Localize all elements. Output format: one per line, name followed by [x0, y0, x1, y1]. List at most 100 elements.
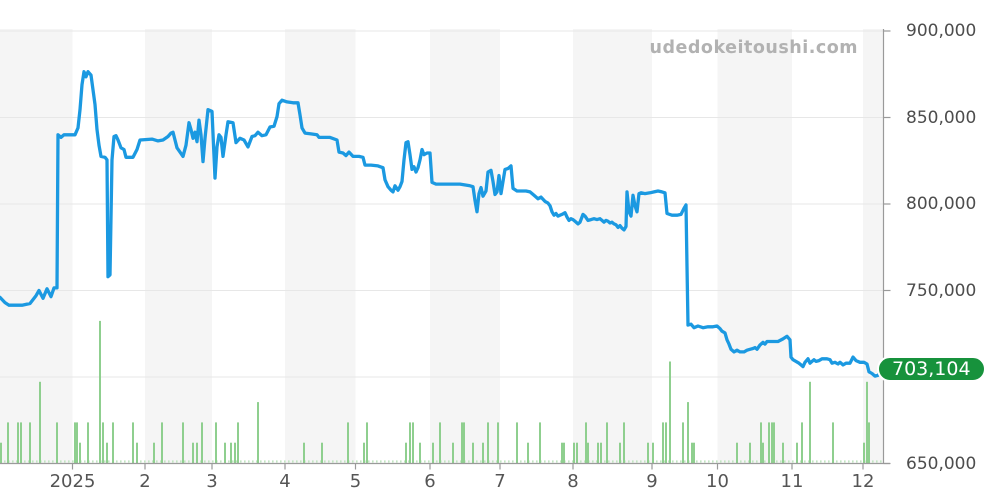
- volume-bar: [597, 442, 599, 463]
- volume-bar: [321, 442, 323, 463]
- volume-bar: [687, 402, 689, 463]
- volume-bar: [366, 422, 368, 463]
- volume-bar: [79, 442, 81, 463]
- volume-bar: [736, 442, 738, 463]
- month-stripe: [863, 29, 884, 464]
- volume-bar: [563, 442, 565, 463]
- volume-bar: [20, 422, 22, 463]
- volume-bar: [412, 422, 414, 463]
- volume-bar: [472, 442, 474, 463]
- volume-bar: [409, 422, 411, 463]
- volume-bar: [497, 422, 499, 463]
- volume-bar: [693, 442, 695, 463]
- volume-bar: [76, 422, 78, 463]
- volume-bar: [691, 442, 693, 463]
- watermark: udedokeitoushi.com: [649, 38, 858, 58]
- volume-bar: [487, 422, 489, 463]
- volume-bar: [623, 422, 625, 463]
- y-tick-label: 800,000: [906, 194, 977, 214]
- x-tick-label: 2: [139, 471, 151, 492]
- volume-bar: [539, 422, 541, 463]
- volume-bar: [405, 442, 407, 463]
- volume-bar: [237, 422, 239, 463]
- x-tick-label: 10: [706, 471, 729, 492]
- volume-bar: [347, 422, 349, 463]
- volume-bar: [782, 442, 784, 463]
- volume-bar: [132, 422, 134, 463]
- x-tick-label: 8: [567, 471, 579, 492]
- y-tick-label: 650,000: [906, 453, 977, 474]
- volume-bar: [585, 422, 587, 463]
- x-tick-label: 7: [494, 471, 506, 492]
- volume-bar: [439, 422, 441, 463]
- volume-bar: [463, 422, 465, 463]
- volume-bar: [461, 422, 463, 463]
- volume-bar: [0, 442, 2, 463]
- month-stripe: [145, 29, 212, 464]
- x-tick-label: 6: [424, 471, 436, 492]
- month-stripe: [573, 29, 652, 464]
- volume-bar: [863, 442, 865, 463]
- month-stripe: [717, 29, 792, 464]
- volume-bar: [832, 422, 834, 463]
- volume-bar: [760, 422, 762, 463]
- volume-bar: [809, 381, 811, 463]
- volume-bar: [215, 422, 217, 463]
- volume-bar: [576, 442, 578, 463]
- y-tick-label: 850,000: [906, 107, 977, 128]
- volume-bar: [17, 422, 19, 463]
- volume-bar: [773, 422, 775, 463]
- month-stripe: [285, 29, 356, 464]
- volume-bar: [762, 442, 764, 463]
- volume-bar: [619, 442, 621, 463]
- volume-bar: [106, 442, 108, 463]
- price-line: [0, 70, 883, 378]
- volume-bar: [749, 442, 751, 463]
- volume-bar: [682, 422, 684, 463]
- volume-bar: [868, 422, 870, 463]
- x-tick-label: 9: [646, 471, 658, 492]
- x-tick-label: 11: [780, 471, 804, 492]
- volume-bar: [561, 442, 563, 463]
- volume-bar: [600, 442, 602, 463]
- volume-bar: [527, 442, 529, 463]
- x-tick-label: 3: [206, 471, 218, 492]
- volume-bar: [87, 422, 89, 463]
- volume-bar: [587, 442, 589, 463]
- volume-bar: [192, 442, 194, 463]
- x-tick-label: 4: [279, 471, 291, 492]
- volume-bar: [303, 442, 305, 463]
- current-price-badge: 703,104: [877, 356, 986, 382]
- x-tick-label: 2025: [49, 471, 96, 492]
- volume-bar: [7, 422, 9, 463]
- volume-bar: [201, 422, 203, 463]
- month-stripe: [0, 29, 73, 464]
- volume-bar: [866, 381, 868, 463]
- volume-bar: [56, 422, 58, 463]
- y-axis-labels: 900,000 850,000 800,000 750,000 650,000: [906, 0, 996, 500]
- volume-bar: [99, 320, 101, 463]
- volume-bar: [669, 361, 671, 463]
- x-tick-label: 5: [349, 471, 362, 492]
- volume-bar: [419, 442, 421, 463]
- volume-bar: [136, 442, 138, 463]
- volume-bar: [662, 422, 664, 463]
- volume-bar: [257, 402, 259, 463]
- volume-bar: [796, 442, 798, 463]
- current-price-value: 703,104: [892, 358, 971, 380]
- volume-bar: [112, 422, 114, 463]
- y-tick-label: 900,000: [906, 21, 977, 41]
- volume-bar: [102, 422, 104, 463]
- volume-bar: [153, 442, 155, 463]
- volume-bar: [29, 422, 31, 463]
- y-tick-label: 750,000: [906, 280, 977, 301]
- volume-bar: [234, 442, 236, 463]
- month-stripe: [430, 29, 500, 464]
- volume-bar: [801, 422, 803, 463]
- volume-bar: [482, 442, 484, 463]
- x-axis-labels: 2025 2 3 4 5 6 7 8 9 10 11 12: [0, 471, 1000, 495]
- volume-bar: [230, 442, 232, 463]
- volume-bar: [224, 442, 226, 463]
